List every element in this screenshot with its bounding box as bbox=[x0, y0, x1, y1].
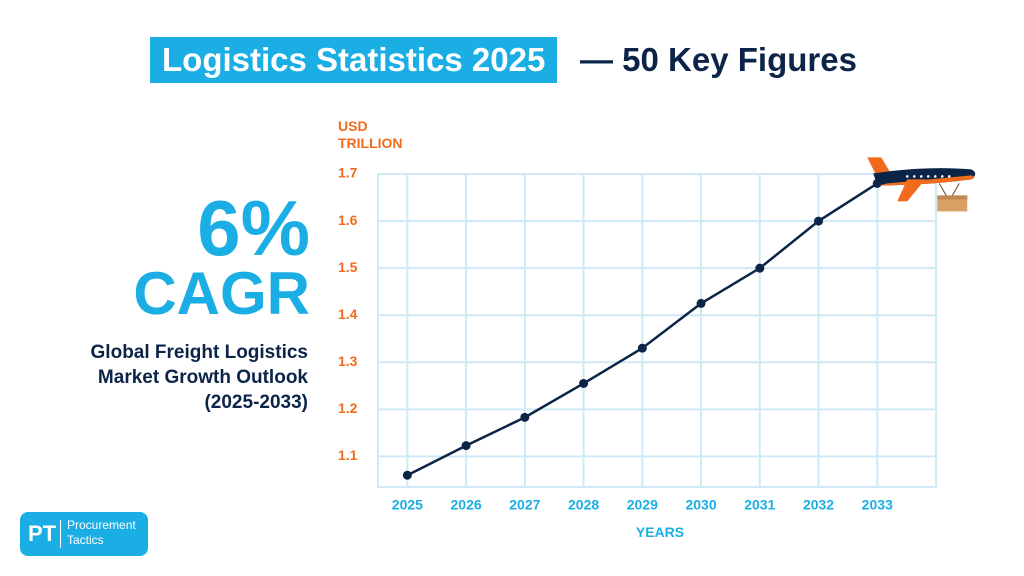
logo: PT Procurement Tactics bbox=[20, 512, 148, 556]
logo-separator bbox=[60, 520, 61, 548]
x-tick-label: 2028 bbox=[568, 497, 599, 513]
y-tick-label: 1.1 bbox=[338, 447, 358, 463]
y-tick-label: 1.4 bbox=[338, 306, 358, 322]
logo-name-line: Procurement bbox=[67, 518, 136, 532]
y-tick-label: 1.6 bbox=[338, 212, 358, 228]
y-tick-label: 1.3 bbox=[338, 353, 358, 369]
data-point bbox=[814, 216, 824, 226]
x-tick-label: 2031 bbox=[744, 497, 775, 513]
y-tick-label: 1.7 bbox=[338, 165, 358, 181]
airplane-icon bbox=[867, 157, 976, 212]
y-tick-label: 1.5 bbox=[338, 259, 358, 275]
y-axis-label: USD TRILLION bbox=[338, 118, 403, 151]
logo-name: Procurement Tactics bbox=[67, 518, 136, 548]
x-tick-label: 2029 bbox=[627, 497, 658, 513]
logo-initials: PT bbox=[28, 521, 57, 546]
cagr-figure: 6% bbox=[197, 184, 310, 272]
x-tick-label: 2032 bbox=[803, 497, 834, 513]
x-tick-label: 2025 bbox=[392, 497, 423, 513]
title-rest: — 50 Key Figures bbox=[580, 41, 857, 78]
y-tick-label: 1.2 bbox=[338, 400, 358, 416]
x-tick-label: 2030 bbox=[685, 497, 716, 513]
data-point bbox=[579, 378, 589, 388]
data-point bbox=[696, 298, 706, 308]
x-axis-label: YEARS bbox=[635, 524, 685, 540]
description-line: Global Freight Logistics bbox=[90, 342, 308, 363]
cagr-label: CAGR bbox=[133, 260, 310, 327]
logo-name-line: Tactics bbox=[67, 533, 104, 547]
title-highlight: Logistics Statistics 2025 bbox=[150, 37, 558, 83]
x-tick-label: 2027 bbox=[509, 497, 540, 513]
description-line: (2025-2033) bbox=[204, 392, 308, 413]
data-point bbox=[637, 343, 647, 353]
x-tick-label: 2033 bbox=[862, 497, 893, 513]
data-point bbox=[461, 441, 471, 451]
data-point bbox=[520, 412, 530, 422]
data-point bbox=[755, 263, 765, 273]
x-tick-label: 2026 bbox=[451, 497, 482, 513]
data-point bbox=[402, 470, 412, 480]
description: Global Freight Logistics Market Growth O… bbox=[91, 340, 308, 415]
description-line: Market Growth Outlook bbox=[97, 367, 308, 388]
